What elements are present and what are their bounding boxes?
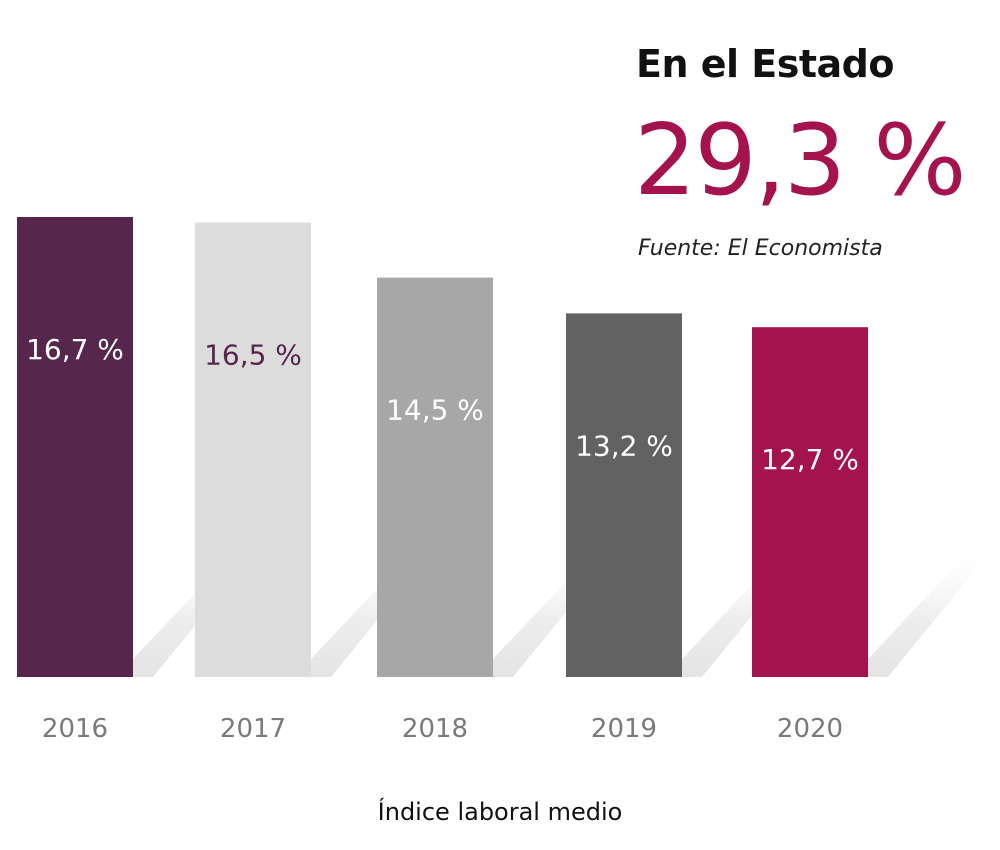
source-note: Fuente: El Economista <box>638 236 883 261</box>
x-tick-label: 2016 <box>42 714 108 744</box>
x-tick-label: 2017 <box>220 714 286 744</box>
bar-value-label: 16,5 % <box>204 339 302 372</box>
x-tick-label: 2019 <box>591 714 657 744</box>
bar-2018 <box>377 277 493 677</box>
x-tick-labels-group: 2016 2017 2018 2019 2020 <box>42 714 843 744</box>
bar-value-label: 14,5 % <box>386 394 484 427</box>
bar-2019 <box>566 313 682 677</box>
bar-shadow <box>868 542 998 677</box>
x-axis-label: Índice laboral medio <box>377 798 623 826</box>
x-tick-label: 2020 <box>777 714 843 744</box>
bar-labels-group: 16,7 % 16,5 % 14,5 % 13,2 % 12,7 % <box>26 333 859 476</box>
bar-value-label: 16,7 % <box>26 333 124 366</box>
bars-group <box>17 217 868 678</box>
state-panel-value: 29,3 % <box>634 104 966 218</box>
bar-2017 <box>195 222 311 678</box>
x-tick-label: 2018 <box>402 714 468 744</box>
bar-value-label: 13,2 % <box>575 429 673 462</box>
state-panel-title: En el Estado <box>636 42 894 86</box>
bar-2016 <box>17 217 133 677</box>
bar-value-label: 12,7 % <box>761 443 859 476</box>
bar-2020 <box>752 327 868 677</box>
